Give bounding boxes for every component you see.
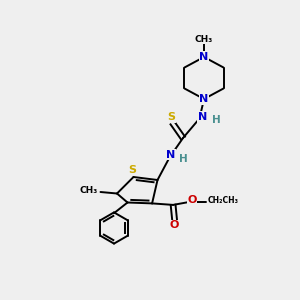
Text: H: H bbox=[178, 154, 188, 164]
Text: N: N bbox=[200, 94, 208, 104]
Text: S: S bbox=[167, 112, 175, 122]
Text: H: H bbox=[212, 115, 220, 125]
Text: CH₂CH₃: CH₂CH₃ bbox=[208, 196, 239, 205]
Text: CH₃: CH₃ bbox=[195, 34, 213, 43]
Text: O: O bbox=[187, 195, 197, 206]
Text: CH₃: CH₃ bbox=[80, 186, 98, 195]
Text: N: N bbox=[200, 52, 208, 62]
Text: N: N bbox=[167, 149, 176, 160]
Text: O: O bbox=[170, 220, 179, 230]
Text: S: S bbox=[128, 165, 136, 176]
Text: N: N bbox=[198, 112, 207, 122]
